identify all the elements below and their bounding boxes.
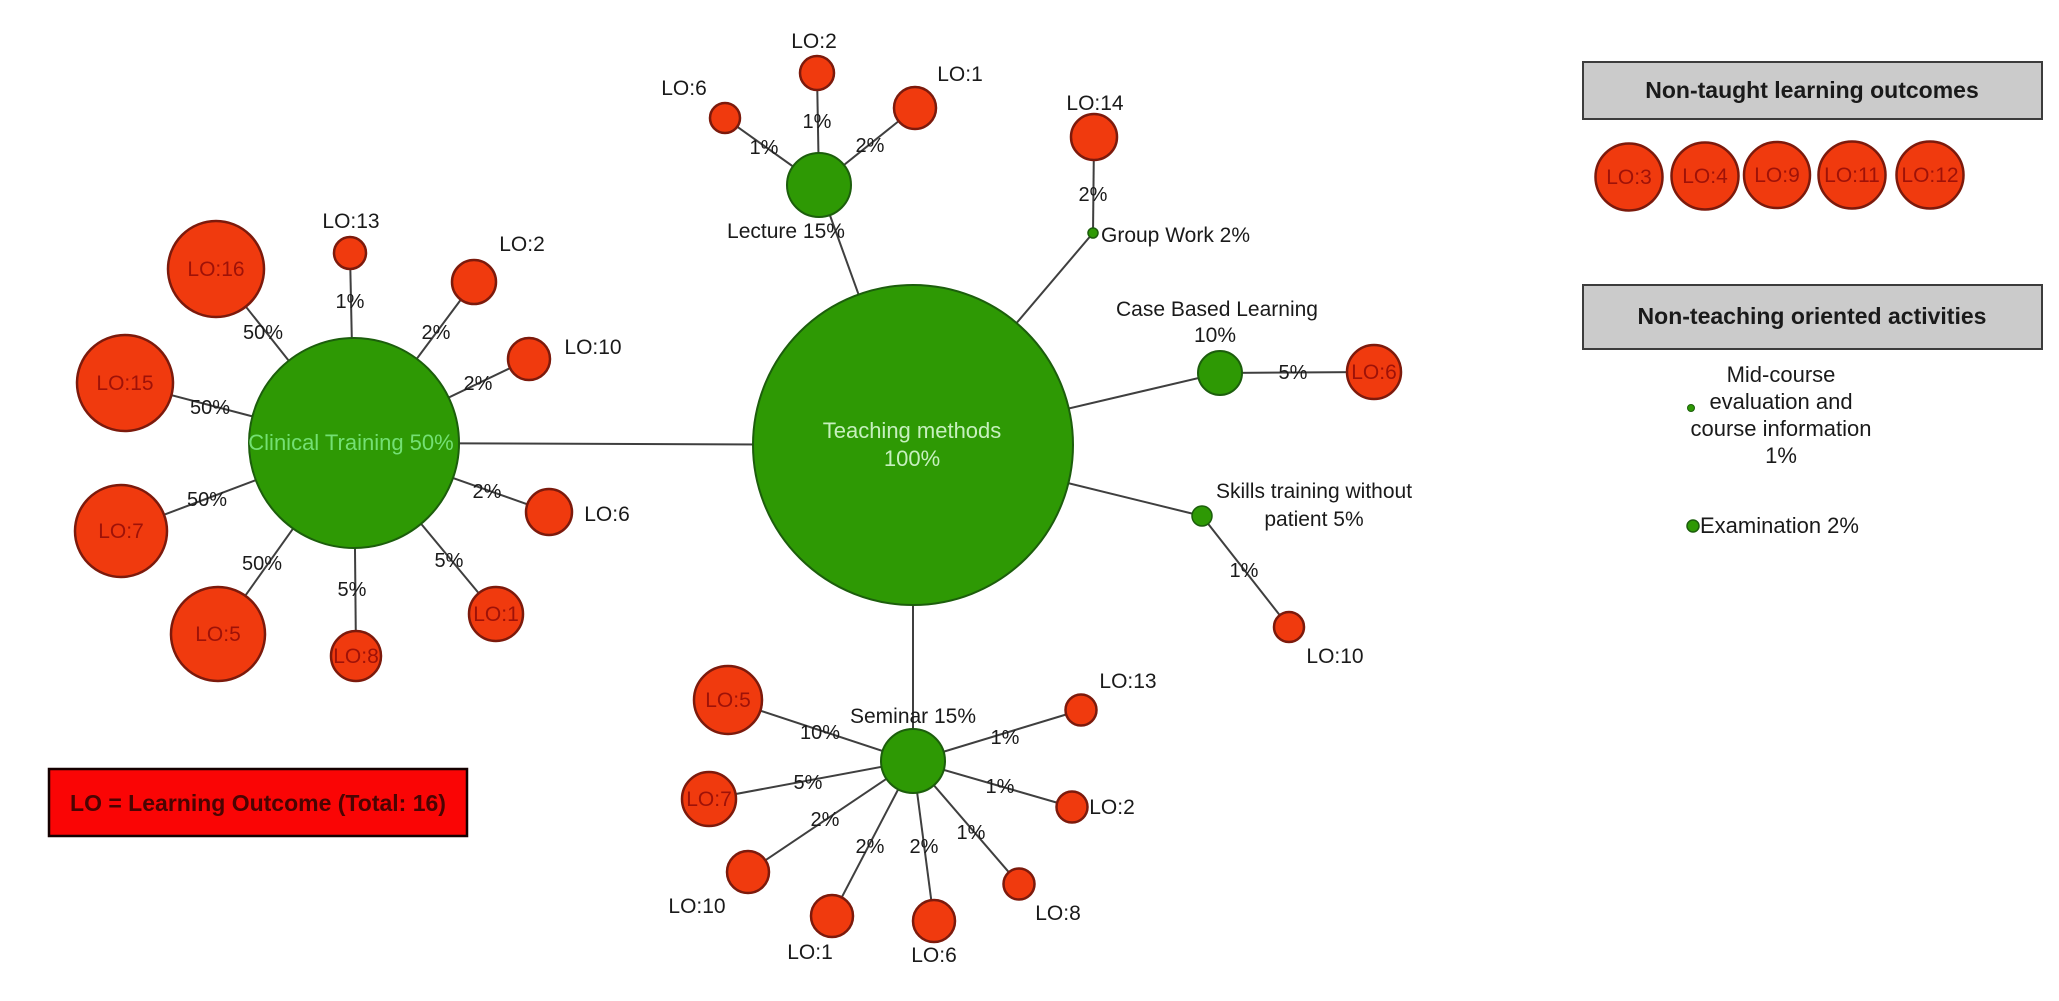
svg-text:LO:2: LO:2: [499, 233, 545, 256]
svg-text:2%: 2%: [856, 135, 885, 157]
svg-text:2%: 2%: [422, 322, 451, 344]
svg-text:Lecture 15%: Lecture 15%: [727, 220, 845, 243]
svg-text:LO:13: LO:13: [322, 210, 379, 233]
svg-text:5%: 5%: [338, 579, 367, 601]
svg-text:patient 5%: patient 5%: [1264, 508, 1363, 531]
svg-text:5%: 5%: [1279, 362, 1308, 384]
svg-text:LO:8: LO:8: [333, 645, 379, 668]
svg-text:5%: 5%: [794, 772, 823, 794]
svg-text:LO:6: LO:6: [661, 77, 707, 100]
svg-text:10%: 10%: [800, 722, 840, 744]
svg-text:LO:14: LO:14: [1066, 92, 1124, 115]
svg-text:LO:3: LO:3: [1606, 166, 1652, 189]
svg-text:LO:15: LO:15: [96, 372, 153, 395]
svg-text:Case Based Learning: Case Based Learning: [1116, 298, 1318, 321]
svg-text:LO:6: LO:6: [911, 944, 957, 967]
svg-text:LO:2: LO:2: [791, 30, 837, 53]
svg-text:50%: 50%: [190, 397, 230, 419]
svg-text:LO:11: LO:11: [1824, 164, 1880, 187]
svg-text:10%: 10%: [1194, 324, 1236, 347]
svg-text:5%: 5%: [435, 550, 464, 572]
svg-text:2%: 2%: [473, 481, 502, 503]
svg-text:LO:4: LO:4: [1682, 165, 1728, 188]
svg-text:Seminar 15%: Seminar 15%: [850, 705, 976, 728]
svg-text:1%: 1%: [336, 291, 365, 313]
svg-text:50%: 50%: [242, 553, 282, 575]
svg-text:Clinical Training 50%: Clinical Training 50%: [248, 430, 453, 455]
svg-text:50%: 50%: [243, 322, 283, 344]
svg-text:Examination 2%: Examination 2%: [1700, 513, 1859, 538]
svg-text:1%: 1%: [1230, 560, 1259, 582]
svg-text:2%: 2%: [811, 809, 840, 831]
svg-text:LO:12: LO:12: [1901, 164, 1958, 187]
svg-text:LO:16: LO:16: [187, 258, 244, 281]
svg-text:course information: course information: [1691, 416, 1872, 441]
svg-text:Teaching methods: Teaching methods: [823, 418, 1002, 443]
svg-text:LO:8: LO:8: [1035, 902, 1081, 925]
svg-text:Non-teaching oriented activiti: Non-teaching oriented activities: [1638, 303, 1987, 329]
svg-text:1%: 1%: [1765, 443, 1797, 468]
svg-text:LO:5: LO:5: [705, 689, 751, 712]
svg-text:LO:1: LO:1: [473, 603, 519, 626]
svg-text:LO:7: LO:7: [98, 520, 144, 543]
svg-text:1%: 1%: [803, 111, 832, 133]
svg-text:Skills training without: Skills training without: [1216, 480, 1412, 503]
svg-text:LO:5: LO:5: [195, 623, 241, 646]
svg-text:100%: 100%: [884, 446, 940, 471]
svg-text:evaluation and: evaluation and: [1709, 389, 1852, 414]
svg-text:LO:10: LO:10: [668, 895, 725, 918]
svg-text:1%: 1%: [957, 822, 986, 844]
svg-text:2%: 2%: [1079, 184, 1108, 206]
svg-text:LO:7: LO:7: [686, 788, 732, 811]
svg-text:1%: 1%: [750, 137, 779, 159]
svg-text:1%: 1%: [986, 776, 1015, 798]
svg-text:Group Work 2%: Group Work 2%: [1101, 224, 1250, 247]
svg-text:LO:1: LO:1: [937, 63, 983, 86]
svg-text:LO:2: LO:2: [1089, 796, 1135, 819]
svg-text:LO:13: LO:13: [1099, 670, 1156, 693]
svg-text:2%: 2%: [464, 373, 493, 395]
svg-text:50%: 50%: [187, 489, 227, 511]
svg-text:LO:1: LO:1: [787, 941, 833, 964]
svg-text:LO:9: LO:9: [1754, 164, 1800, 187]
svg-text:LO = Learning Outcome (Total:: LO = Learning Outcome (Total: 16): [70, 790, 446, 816]
svg-text:Non-taught learning outcomes: Non-taught learning outcomes: [1645, 77, 1979, 103]
svg-text:1%: 1%: [991, 727, 1020, 749]
svg-text:2%: 2%: [856, 836, 885, 858]
svg-text:LO:6: LO:6: [584, 503, 630, 526]
svg-text:2%: 2%: [910, 836, 939, 858]
svg-text:LO:6: LO:6: [1351, 361, 1397, 384]
svg-text:Mid-course: Mid-course: [1727, 362, 1836, 387]
svg-text:LO:10: LO:10: [1306, 645, 1363, 668]
svg-text:LO:10: LO:10: [564, 336, 621, 359]
